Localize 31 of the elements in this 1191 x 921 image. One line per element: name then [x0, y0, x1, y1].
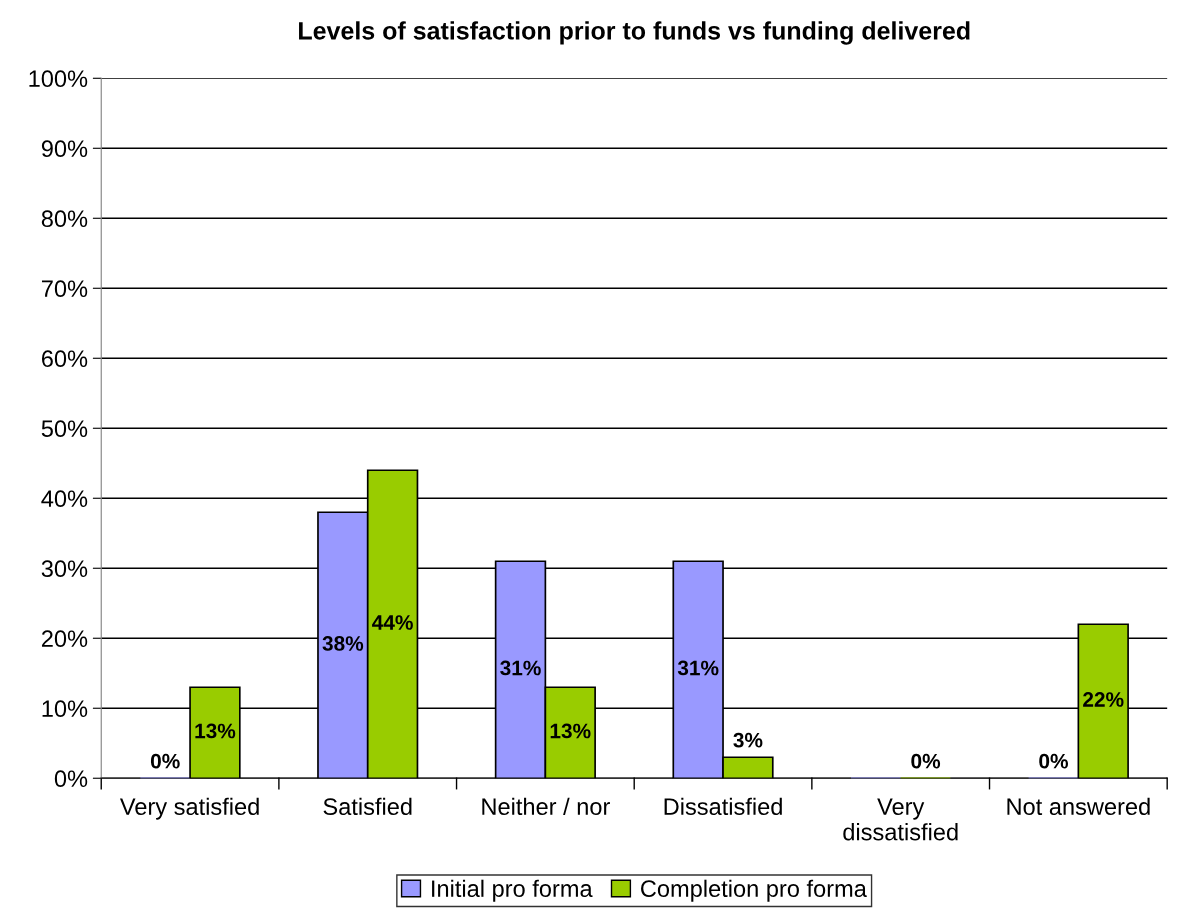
y-tick-label: 90%	[41, 140, 88, 158]
chart-title: Levels of satisfaction prior to funds vs funding delivered	[299, 21, 970, 45]
x-tick-label: Very dissatisfied	[843, 798, 958, 841]
data-label: 0%	[1039, 753, 1068, 769]
data-label: 31%	[500, 660, 541, 676]
data-label: 38%	[322, 636, 364, 651]
data-label: 3%	[733, 732, 763, 748]
y-tick-label: 30%	[41, 560, 88, 578]
legend-label: Completion pro forma	[641, 879, 867, 902]
x-tick-label: Dissatisfied	[664, 797, 782, 816]
y-tick-label: 60%	[41, 350, 88, 368]
y-tick-label: 40%	[41, 490, 88, 508]
data-label: 13%	[195, 723, 236, 739]
y-tick-label: 10%	[42, 700, 88, 718]
y-tick-label: 50%	[41, 420, 88, 438]
data-label: 22%	[1083, 692, 1124, 707]
y-tick-label: 0%	[54, 770, 88, 788]
x-tick-label: Satisfied	[323, 797, 412, 816]
data-label: 13%	[550, 723, 591, 739]
y-tick-label: 100%	[29, 70, 88, 88]
data-label: 0%	[150, 753, 180, 769]
x-tick-label: Neither / nor	[482, 797, 610, 816]
y-tick-label: 80%	[41, 210, 88, 228]
legend-label: Initial pro forma	[432, 879, 593, 902]
x-tick-label: Very satisfied	[119, 797, 259, 820]
y-tick-label: 70%	[42, 280, 88, 298]
y-tick-label: 20%	[41, 630, 88, 648]
data-label: 31%	[677, 660, 719, 676]
data-label: 0%	[911, 753, 941, 769]
x-tick-label: Not answered	[1007, 797, 1150, 816]
data-label: 44%	[372, 615, 413, 630]
